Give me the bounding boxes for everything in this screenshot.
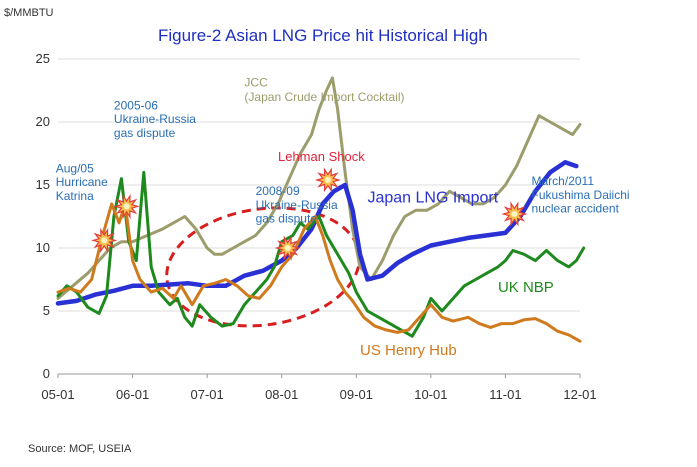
annotation-line: March/2011 bbox=[532, 174, 595, 188]
annotation-line: gas dispute bbox=[114, 126, 176, 140]
series-label-line: JCC bbox=[244, 76, 268, 90]
series-label-jcc-japan-crude-import-cocktail: JCC (Japan Crude Import Cocktail) bbox=[244, 76, 404, 104]
series-line-uk-nbp bbox=[56, 170, 586, 338]
annotation-line: Ukraine-Russia bbox=[256, 198, 338, 212]
x-tick-label: 11-01 bbox=[489, 387, 521, 402]
x-tick-label: 06-01 bbox=[116, 387, 149, 402]
annotation-line: 2005-06 bbox=[114, 98, 158, 112]
event-marker-ukraine-russia-2005-06 bbox=[113, 193, 140, 219]
x-tick-label: 09-01 bbox=[340, 387, 373, 402]
series-label-line: US Henry Hub bbox=[360, 342, 457, 359]
annotation-aug-05: Aug/05 Hurricane Katrina bbox=[56, 161, 108, 203]
x-tick-label: 10-01 bbox=[414, 387, 447, 402]
event-marker-katrina bbox=[91, 227, 118, 253]
burst-core bbox=[284, 245, 291, 251]
series-label-line: UK NBP bbox=[498, 279, 554, 296]
x-tick-label: 05-01 bbox=[41, 387, 74, 402]
event-marker-ukraine-russia-2008-09 bbox=[274, 235, 301, 261]
annotation-line: gas dispute bbox=[256, 212, 318, 226]
annotation-line: nuclear accident bbox=[532, 202, 620, 216]
event-marker-lehman bbox=[314, 167, 341, 193]
series-label-us-henry-hub: US Henry Hub bbox=[360, 342, 457, 359]
y-tick-label: 15 bbox=[36, 177, 50, 192]
burst-core bbox=[324, 176, 331, 183]
annotation-line: Ukraine-Russia bbox=[114, 112, 196, 126]
annotation-line: Hurricane bbox=[56, 175, 108, 189]
annotation-line: Lehman Shock bbox=[278, 149, 365, 164]
annotation-line: Aug/05 bbox=[56, 161, 94, 175]
annotation-2005-06: 2005-06 Ukraine-Russia gas dispute bbox=[114, 98, 196, 140]
event-marker-fukushima bbox=[501, 201, 528, 227]
series-label-japan-lng-import: Japan LNG Import bbox=[367, 190, 498, 207]
series-line-japan-lng-import bbox=[55, 160, 579, 306]
series-label-uk-nbp: UK NBP bbox=[498, 279, 554, 296]
y-tick-label: 5 bbox=[43, 303, 50, 318]
y-tick-label: 0 bbox=[43, 366, 50, 381]
series-line-us-henry-hub bbox=[56, 202, 582, 343]
series-labels: JCC (Japan Crude Import Cocktail) Japan LN… bbox=[244, 76, 553, 359]
annotation-line: Katrina bbox=[56, 189, 94, 203]
y-tick-label: 20 bbox=[36, 114, 50, 129]
chart-title: Figure-2 Asian LNG Price hit Historical … bbox=[158, 26, 488, 45]
y-tick-label: 25 bbox=[36, 51, 50, 66]
y-axis-ticks: 0 5 10 15 20 25 bbox=[36, 51, 50, 381]
series-label-line: Japan LNG Import bbox=[367, 190, 498, 207]
burst-core bbox=[511, 210, 518, 217]
annotation-2008-09: 2008-09 Ukraine-Russia gas dispute bbox=[256, 184, 338, 226]
x-tick-label: 12-01 bbox=[563, 387, 596, 402]
annotation-line: Fukushima Daiichi bbox=[532, 188, 630, 202]
y-axis-unit-label: $/MMBTU bbox=[4, 7, 54, 19]
plot-area: 0 5 10 15 20 25 05-01 06-01 07-01 08-01 09-01 10-0… bbox=[36, 51, 630, 402]
series-line-jcc-japan-crude-import-cocktail bbox=[56, 76, 582, 300]
series-label-line: (Japan Crude Import Cocktail) bbox=[244, 90, 404, 104]
x-axis-ticks: 05-01 06-01 07-01 08-01 09-01 10-01 11-01 12-01 bbox=[41, 374, 597, 402]
y-tick-label: 10 bbox=[36, 240, 50, 255]
annotation-lehman-shock: Lehman Shock bbox=[278, 149, 365, 164]
x-tick-label: 07-01 bbox=[191, 387, 224, 402]
burst-core bbox=[123, 203, 130, 210]
x-tick-label: 08-01 bbox=[265, 387, 298, 402]
annotation-march-2011: March/2011 Fukushima Daiichi nuclear accid… bbox=[532, 174, 630, 216]
source-note: Source: MOF, USEIA bbox=[28, 443, 132, 455]
series-lines bbox=[55, 76, 586, 343]
burst-core bbox=[101, 237, 108, 244]
event-markers bbox=[91, 167, 528, 261]
annotation-line: 2008-09 bbox=[256, 184, 300, 198]
